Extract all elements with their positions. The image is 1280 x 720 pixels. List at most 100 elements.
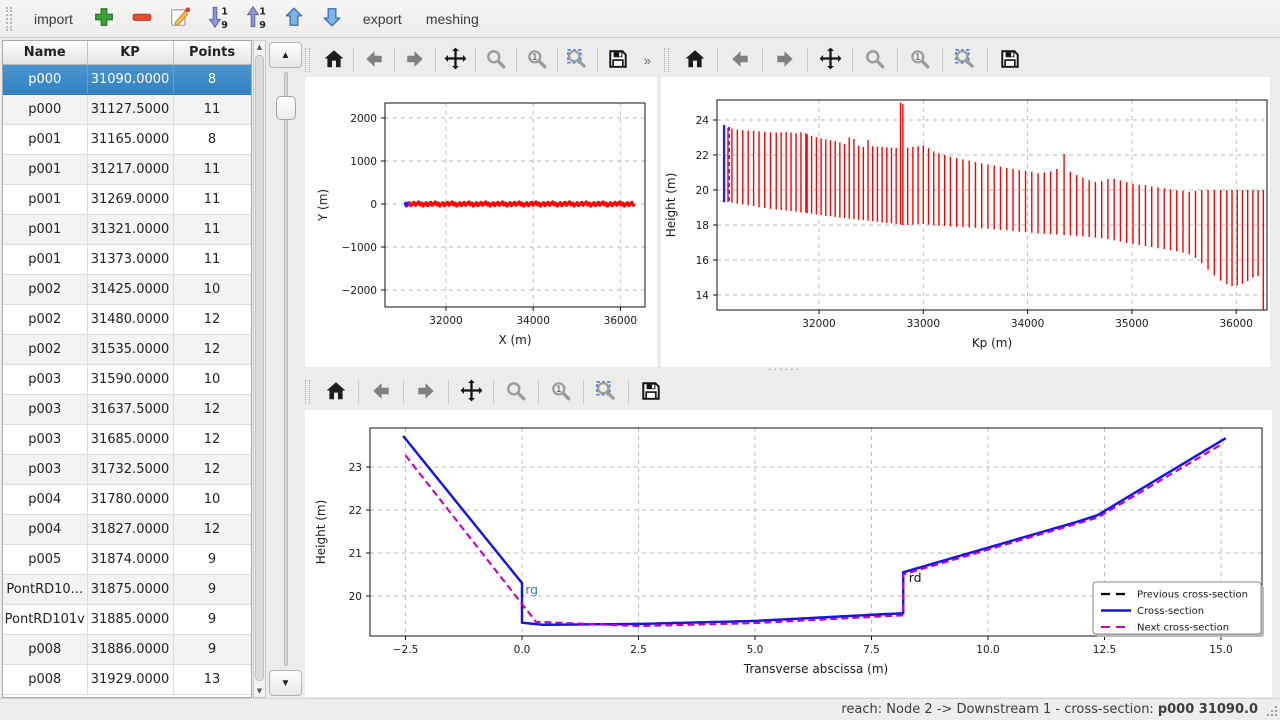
- cell-kp[interactable]: 31929.0000: [87, 664, 173, 694]
- cell-points[interactable]: 11: [173, 154, 251, 184]
- row-step-down-button[interactable]: ▼: [269, 670, 302, 696]
- table-row[interactable]: p00131269.000011: [3, 184, 251, 214]
- zoom-one-button[interactable]: 1: [543, 376, 579, 408]
- cell-kp[interactable]: 31165.0000: [87, 124, 173, 154]
- zoom-button[interactable]: [857, 44, 893, 76]
- cell-name[interactable]: p001: [3, 244, 87, 274]
- cell-name[interactable]: p003: [3, 364, 87, 394]
- table-row[interactable]: p00331637.500012: [3, 394, 251, 424]
- forward-button[interactable]: [767, 44, 803, 76]
- table-row[interactable]: p00231480.000012: [3, 304, 251, 334]
- table-row[interactable]: p00831929.000013: [3, 664, 251, 694]
- table-row[interactable]: p00431780.000010: [3, 484, 251, 514]
- cell-kp[interactable]: 31321.0000: [87, 214, 173, 244]
- table-scrollbar[interactable]: ▲ ▼: [253, 40, 266, 698]
- scroll-up-icon[interactable]: ▲: [254, 41, 265, 53]
- move-up-button[interactable]: [277, 3, 311, 35]
- cell-points[interactable]: 11: [173, 244, 251, 274]
- forward-button[interactable]: [408, 376, 444, 408]
- table-row[interactable]: p00131373.000011: [3, 244, 251, 274]
- cell-kp[interactable]: 31637.5000: [87, 394, 173, 424]
- cell-points[interactable]: 12: [173, 424, 251, 454]
- cell-kp[interactable]: 31685.0000: [87, 424, 173, 454]
- cell-kp[interactable]: 31590.0000: [87, 364, 173, 394]
- forward-button[interactable]: [399, 44, 431, 76]
- column-header-kp[interactable]: KP: [87, 41, 173, 64]
- cell-kp[interactable]: 31373.0000: [87, 244, 173, 274]
- cell-name[interactable]: p001: [3, 154, 87, 184]
- cell-name[interactable]: p003: [3, 394, 87, 424]
- cell-kp[interactable]: 31425.0000: [87, 274, 173, 304]
- zoom-one-button[interactable]: 1: [902, 44, 938, 76]
- horizontal-splitter-handle[interactable]: ······: [768, 363, 801, 376]
- cell-points[interactable]: 9: [173, 544, 251, 574]
- cell-points[interactable]: 11: [173, 184, 251, 214]
- cell-name[interactable]: p001: [3, 184, 87, 214]
- row-step-up-button[interactable]: ▲: [269, 42, 302, 68]
- cell-kp[interactable]: 31886.0000: [87, 634, 173, 664]
- table-row[interactable]: PontRD101v31885.00009: [3, 604, 251, 634]
- back-button[interactable]: [358, 44, 390, 76]
- cell-name[interactable]: p004: [3, 484, 87, 514]
- cell-name[interactable]: p008: [3, 634, 87, 664]
- cell-name[interactable]: p000: [3, 64, 87, 94]
- column-header-name[interactable]: Name: [3, 41, 87, 64]
- cell-points[interactable]: 12: [173, 394, 251, 424]
- edit-cross-section-button[interactable]: [163, 3, 197, 35]
- cell-name[interactable]: p003: [3, 424, 87, 454]
- cell-kp[interactable]: 31480.0000: [87, 304, 173, 334]
- table-row[interactable]: p00331732.500012: [3, 454, 251, 484]
- cell-kp[interactable]: 31885.0000: [87, 604, 173, 634]
- table-row[interactable]: p00531874.00009: [3, 544, 251, 574]
- table-row[interactable]: p00131321.000011: [3, 214, 251, 244]
- cell-name[interactable]: p002: [3, 334, 87, 364]
- home-button[interactable]: [318, 376, 354, 408]
- sort-ascending-button[interactable]: 19: [239, 3, 273, 35]
- cross-section-plot[interactable]: −2.50.02.55.07.510.012.515.020212223Tran…: [305, 410, 1272, 697]
- toolbar-drag-handle[interactable]: [305, 48, 310, 72]
- cell-name[interactable]: p001: [3, 124, 87, 154]
- cell-name[interactable]: p005: [3, 544, 87, 574]
- cell-points[interactable]: 9: [173, 604, 251, 634]
- cell-points[interactable]: 11: [173, 94, 251, 124]
- cell-name[interactable]: p002: [3, 304, 87, 334]
- toolbar-drag-handle[interactable]: [664, 48, 669, 72]
- cell-points[interactable]: 11: [173, 214, 251, 244]
- cell-kp[interactable]: 31827.0000: [87, 514, 173, 544]
- cell-name[interactable]: p001: [3, 214, 87, 244]
- cell-name[interactable]: PontRD101v: [3, 604, 87, 634]
- cell-points[interactable]: 12: [173, 514, 251, 544]
- cell-points[interactable]: 10: [173, 484, 251, 514]
- column-header-points[interactable]: Points: [173, 41, 251, 64]
- home-button[interactable]: [677, 44, 713, 76]
- toolbar-extension-button[interactable]: »: [638, 53, 657, 68]
- table-row[interactable]: p00231425.000010: [3, 274, 251, 304]
- cell-points[interactable]: 8: [173, 124, 251, 154]
- table-row[interactable]: p00331685.000012: [3, 424, 251, 454]
- cell-kp[interactable]: 31269.0000: [87, 184, 173, 214]
- zoom-rect-button[interactable]: [947, 44, 983, 76]
- cell-points[interactable]: 9: [173, 634, 251, 664]
- plan-view-plot[interactable]: 320003400036000200010000−1000−2000X (m)Y…: [305, 77, 657, 367]
- save-button[interactable]: [633, 376, 669, 408]
- home-button[interactable]: [318, 44, 350, 76]
- back-button[interactable]: [363, 376, 399, 408]
- back-button[interactable]: [722, 44, 758, 76]
- cell-kp[interactable]: 31090.0000: [87, 64, 173, 94]
- zoom-rect-button[interactable]: [561, 44, 593, 76]
- cell-kp[interactable]: 31780.0000: [87, 484, 173, 514]
- zoom-rect-button[interactable]: [588, 376, 624, 408]
- cell-points[interactable]: 10: [173, 364, 251, 394]
- export-button[interactable]: export: [353, 5, 412, 33]
- toolbar-drag-handle[interactable]: [305, 380, 310, 404]
- pan-button[interactable]: [812, 44, 848, 76]
- row-slider-track[interactable]: [284, 72, 288, 666]
- scroll-down-icon[interactable]: ▼: [254, 685, 265, 697]
- zoom-one-button[interactable]: 1: [521, 44, 553, 76]
- cell-points[interactable]: 12: [173, 334, 251, 364]
- cell-kp[interactable]: 31217.0000: [87, 154, 173, 184]
- cell-points[interactable]: 12: [173, 454, 251, 484]
- cell-points[interactable]: 8: [173, 64, 251, 94]
- toolbar-drag-handle[interactable]: [6, 7, 12, 31]
- table-row[interactable]: p00231535.000012: [3, 334, 251, 364]
